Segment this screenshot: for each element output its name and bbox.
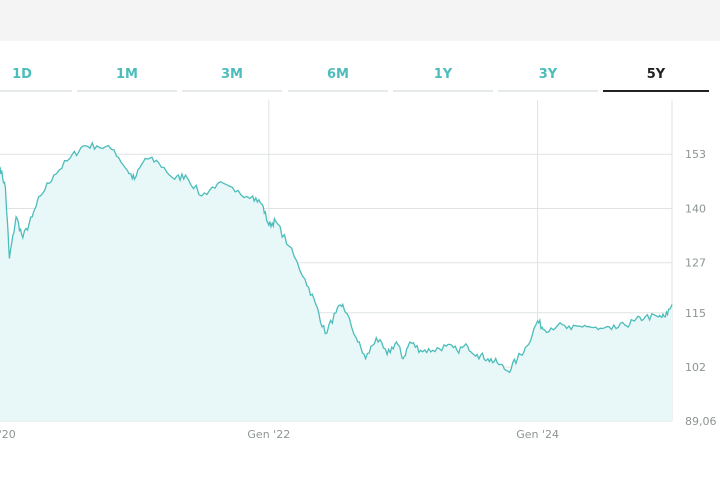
tab-3y[interactable]: 3Y bbox=[498, 58, 598, 92]
tab-1d[interactable]: 1D bbox=[0, 58, 72, 92]
tab-1y[interactable]: 1Y bbox=[393, 58, 493, 92]
x-axis-labels: … '20 Gen '22 Gen '24 bbox=[0, 428, 559, 441]
y-tick-label: 127 bbox=[685, 257, 706, 270]
price-area-fill bbox=[0, 142, 672, 422]
tab-3m[interactable]: 3M bbox=[182, 58, 282, 92]
x-tick-label: … '20 bbox=[0, 428, 16, 441]
tab-5y[interactable]: 5Y bbox=[603, 58, 709, 92]
y-tick-label: 89,06 bbox=[685, 415, 717, 428]
y-tick-label: 140 bbox=[685, 202, 706, 215]
tab-6m[interactable]: 6M bbox=[288, 58, 388, 92]
price-line bbox=[0, 140, 673, 374]
y-axis-labels: 153 140 127 115 102 89,06 bbox=[685, 148, 717, 428]
y-tick-label: 102 bbox=[685, 361, 706, 374]
tab-1m[interactable]: 1M bbox=[77, 58, 177, 92]
top-bar bbox=[0, 0, 720, 41]
y-tick-label: 153 bbox=[685, 148, 706, 161]
time-range-tabs: 1D 1M 3M 6M 1Y 3Y 5Y bbox=[0, 58, 712, 98]
x-tick-label: Gen '22 bbox=[247, 428, 290, 441]
y-tick-label: 115 bbox=[685, 307, 706, 320]
x-tick-label: Gen '24 bbox=[516, 428, 559, 441]
